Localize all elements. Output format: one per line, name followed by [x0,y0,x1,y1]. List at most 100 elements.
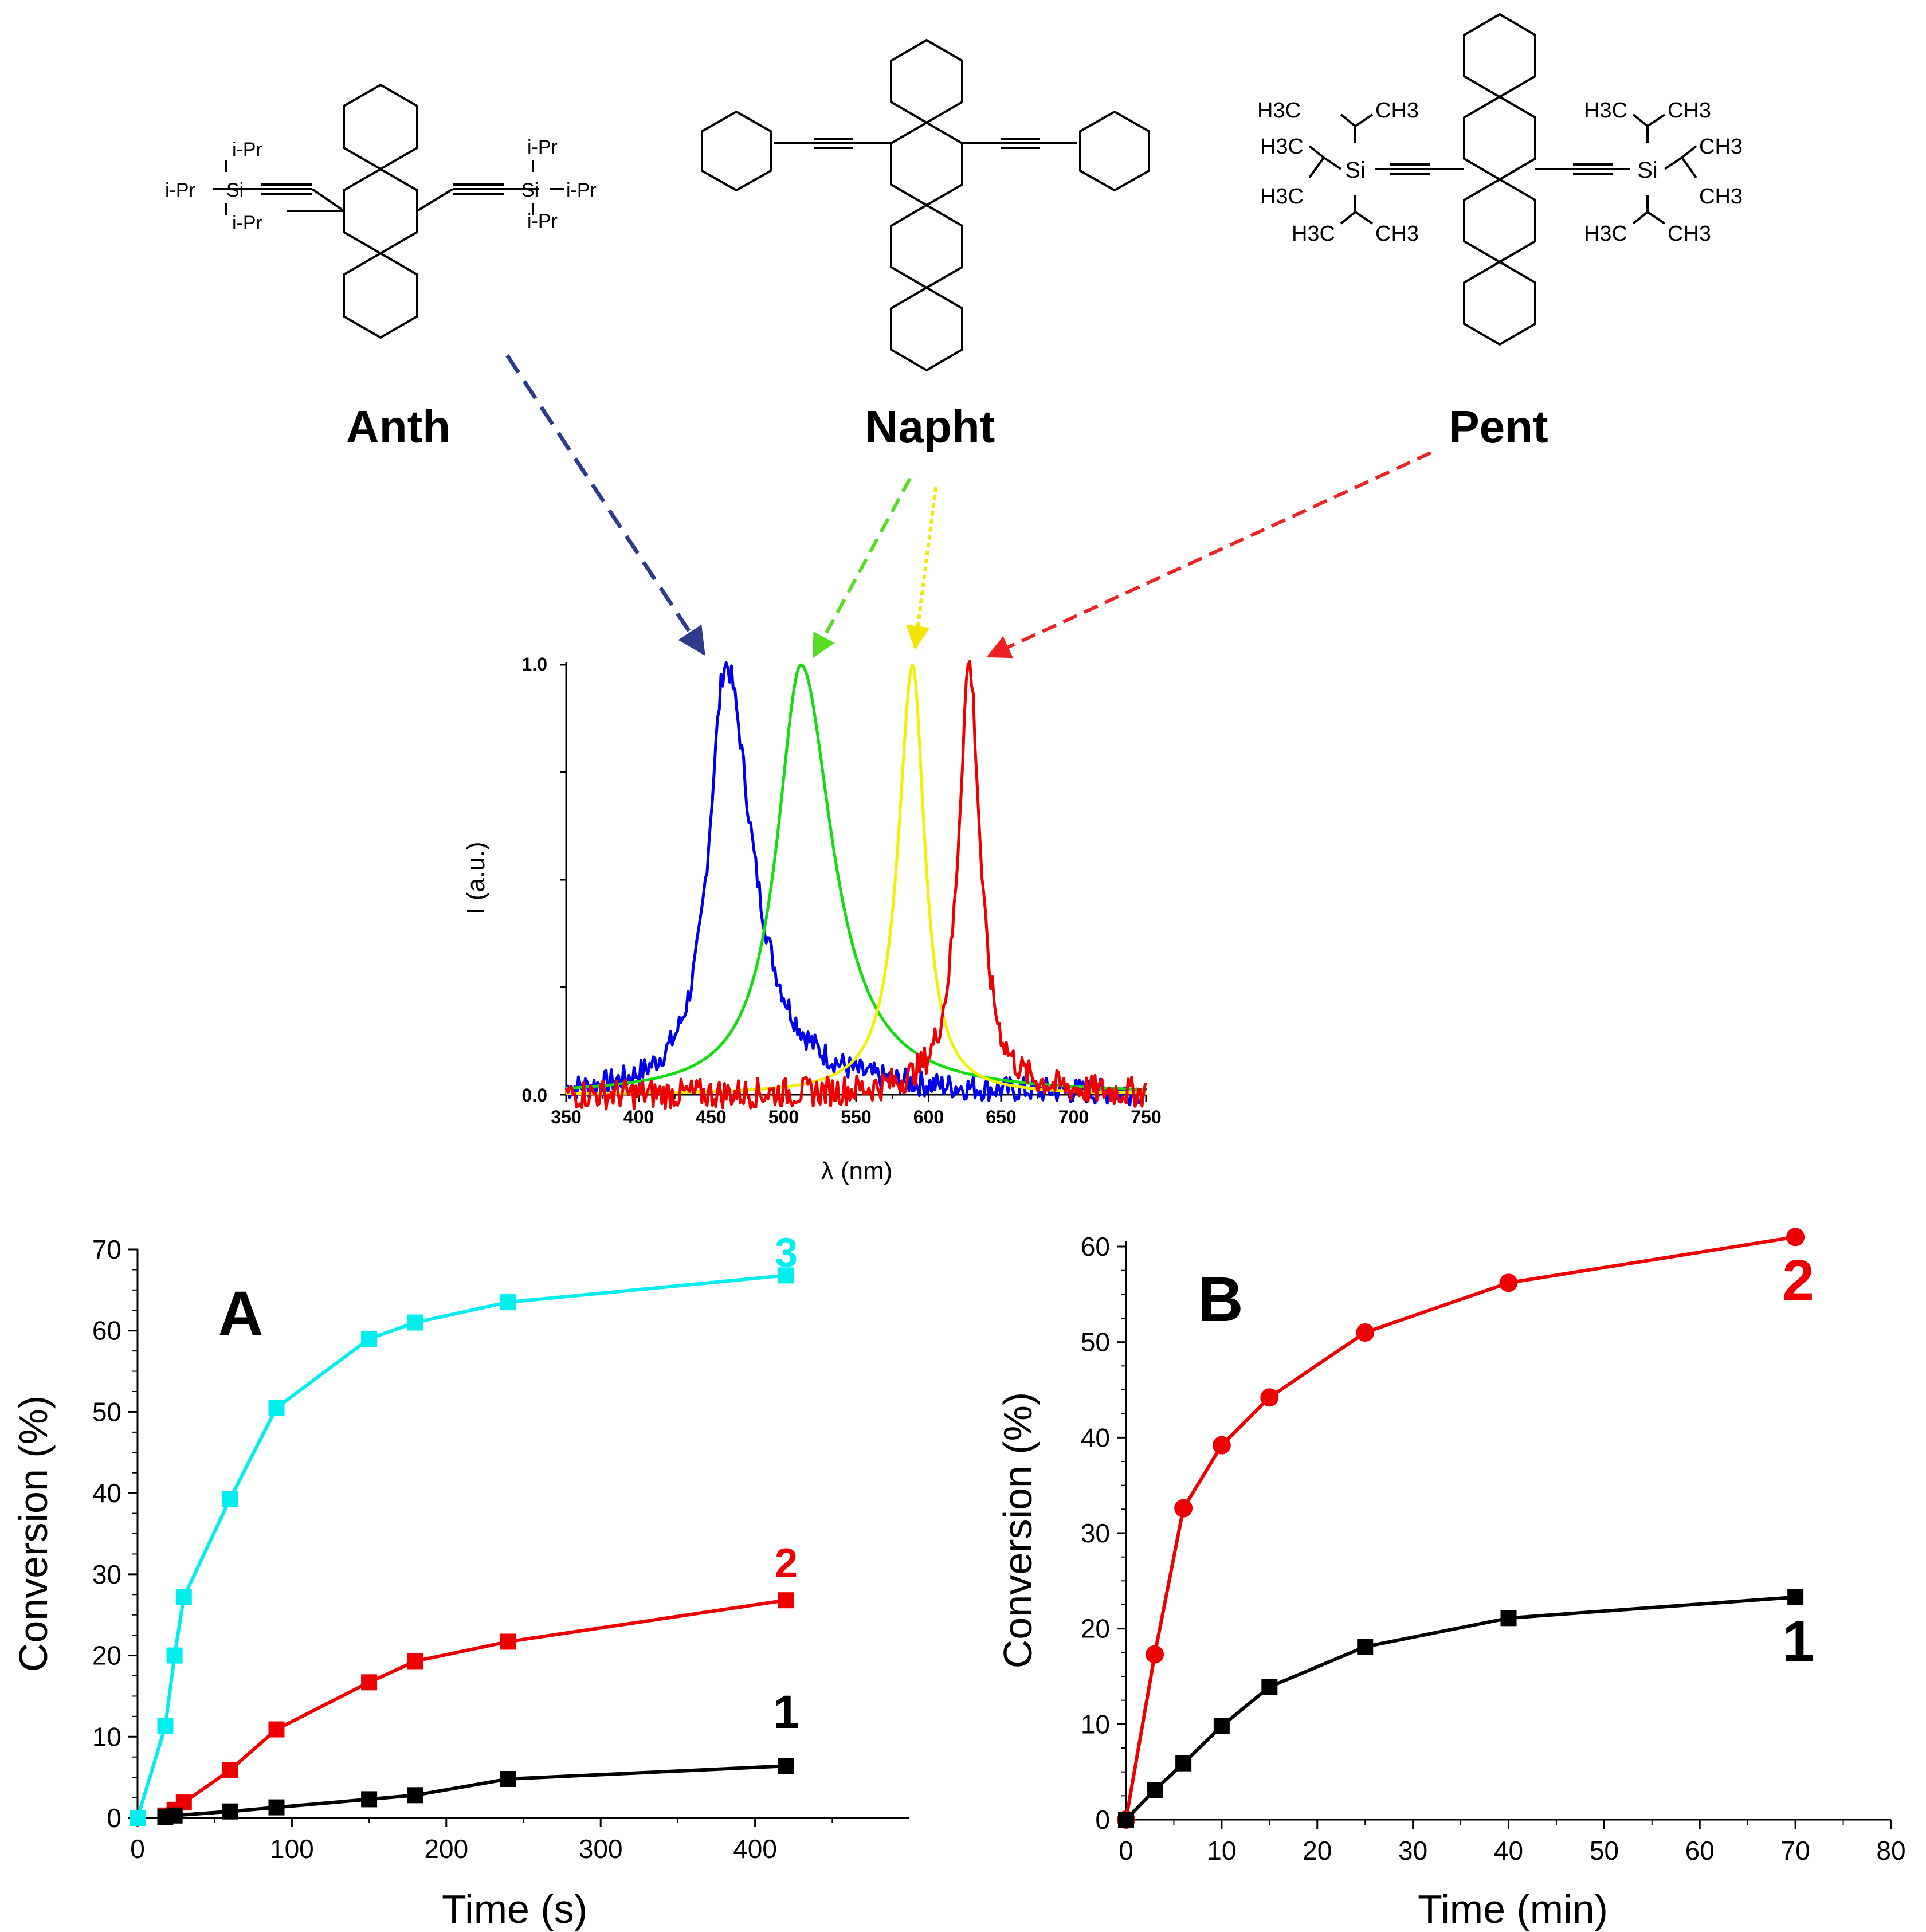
panel-a-y-tick-label: 20 [92,1641,121,1671]
spectrum-x-tick-label: 350 [551,1107,581,1127]
panel-b-series: 21 [1117,1228,1814,1829]
panel-b-point-2 [1212,1436,1231,1455]
panel-b-point-2 [1786,1228,1805,1247]
spectrum-axes [565,662,1146,1096]
panel-b-x-label: Time (min) [1418,1887,1608,1931]
panel-b-x-tick-label: 70 [1781,1836,1810,1866]
panel-a-point-3 [361,1330,378,1347]
spectrum-y-tick-top: 1.0 [522,654,547,675]
pent-left-group-1: H3C [1257,99,1301,123]
panel-a-series-3: 3 [130,1230,798,1826]
anth-left-bottom-label: i-Pr [232,212,262,234]
panel-b-point-1 [1213,1718,1230,1734]
napht-ring-4 [890,286,963,372]
panel-b-x-tick-label: 50 [1590,1836,1619,1866]
anth-right-si-label: Si [521,179,539,201]
panel-a-point-3 [268,1400,285,1416]
panel-a-x-label: Time (s) [442,1887,587,1931]
panel-a-x-tick-label: 0 [130,1834,145,1864]
panel-a-series-2: 2 [157,1541,798,1824]
napht-structure [701,38,1150,372]
panel-a-y-tick-label: 30 [92,1559,121,1589]
panel-b-y-tick-label: 50 [1081,1327,1110,1357]
panel-b-point-2 [1146,1645,1164,1664]
anth-left-si-label: Si [226,179,244,201]
spectrum-series [564,660,1147,1111]
panel-a-series-label-2: 2 [775,1541,798,1586]
panel-b-point-1 [1118,1812,1134,1828]
panel-a-point-2 [500,1633,516,1650]
panel-b-point-1 [1175,1755,1192,1772]
anth-structure [213,83,564,339]
pent-ring-4 [1463,260,1536,346]
anth-name: Anth [346,401,450,452]
spectrum-x-tick-label: 600 [913,1107,944,1127]
pent-right-group-3: CH3 [1699,135,1743,159]
panel-b-y-tick-label: 60 [1081,1232,1110,1261]
pent-right-group-6: CH3 [1668,222,1711,246]
panel-a-point-2 [407,1653,423,1670]
panel-a-y-tick-label: 0 [107,1803,121,1833]
spectrum-y-label: I (a.u.) [462,841,490,914]
panel-a-y-tick-label: 50 [92,1397,121,1427]
napht-phenyl-left [701,110,772,192]
panel-a-x-tick-label: 300 [579,1834,623,1864]
panel-b-series-label-2: 2 [1782,1248,1814,1312]
anth-ring-bottom [343,252,418,339]
panel-a-point-2 [222,1762,238,1778]
panel-b-point-2 [1260,1388,1279,1407]
panel-b-series-label-1: 1 [1782,1609,1814,1674]
panel-a-point-3 [175,1589,192,1605]
spectrum-x-tick-label: 500 [768,1107,799,1127]
panel-a-point-1 [166,1807,183,1824]
panel-a-point-1 [407,1787,423,1804]
spectrum-chart: 1.0 0.0 350 400 450 500 550 600 650 700 750 λ (n… [462,654,1162,1185]
anth-right-top-label: i-Pr [527,136,558,158]
panel-a-y-tick-label: 70 [92,1235,121,1264]
spectrum-x-tick-label: 450 [696,1107,726,1127]
pent-name: Pent [1449,401,1548,452]
napht-name: Napht [865,401,995,452]
pent-left-group-4: H3C [1260,185,1304,209]
anth-arrow [505,354,705,656]
spectrum-y-tick-bottom: 0.0 [522,1085,547,1106]
panel-b-point-1 [1357,1639,1374,1655]
panel-b-ticks: 0 10 20 30 40 50 60 70 80 0 10 20 30 40 50 60 [1081,1232,1906,1866]
panel-b-series-1: 1 [1118,1589,1814,1828]
panel-a-point-3 [778,1267,794,1284]
panel-b-line-2 [1124,1235,1796,1820]
napht-yellow-arrow [905,487,937,650]
panel-b-y-tick-label: 40 [1081,1422,1110,1452]
panel-b-x-tick-label: 10 [1207,1836,1236,1866]
panel-a-series-1: 1 [157,1686,799,1825]
anth-left-side-label: i-Pr [165,179,195,201]
panel-a-point-3 [157,1718,174,1734]
panel-a-point-2 [361,1674,378,1691]
anth-right-bottom-label: i-Pr [527,210,558,232]
spectrum-line-pent [564,660,1147,1111]
panel-a-x-tick-label: 100 [270,1834,314,1864]
panel-a-y-tick-label: 40 [92,1478,121,1508]
pent-left-group-2: CH3 [1375,99,1419,123]
panel-a-y-tick-label: 10 [92,1722,121,1751]
panel-b-y-label: Conversion (%) [995,1392,1040,1668]
panel-a-chart: 0 100 200 300 400 0 10 20 30 40 50 60 70 3 2 1 A Time … [11,1230,909,1931]
panel-a-x-tick-label: 200 [424,1834,468,1864]
spectrum-line-napht-yellow- [566,663,1146,1095]
pent-ring-1 [1463,13,1536,99]
napht-ring-3 [890,203,963,289]
panel-a-y-label: Conversion (%) [11,1396,56,1672]
panel-a-label: A [218,1279,263,1349]
panel-b-point-1 [1147,1782,1163,1798]
panel-b-line-1 [1124,1595,1796,1821]
spectrum-x-tick-labels: 350 400 450 500 550 600 650 700 750 [551,1107,1161,1127]
anth-ring-top [343,83,418,171]
spectrum-x-tick-label: 550 [841,1107,871,1127]
spectrum-line-anth [565,661,1147,1107]
panel-a-line-1 [164,1764,786,1819]
panel-b-point-2 [1356,1323,1375,1342]
panel-a-y-tick-label: 60 [92,1316,121,1346]
panel-a-point-2 [778,1592,794,1609]
anth-ring-middle [343,167,418,255]
